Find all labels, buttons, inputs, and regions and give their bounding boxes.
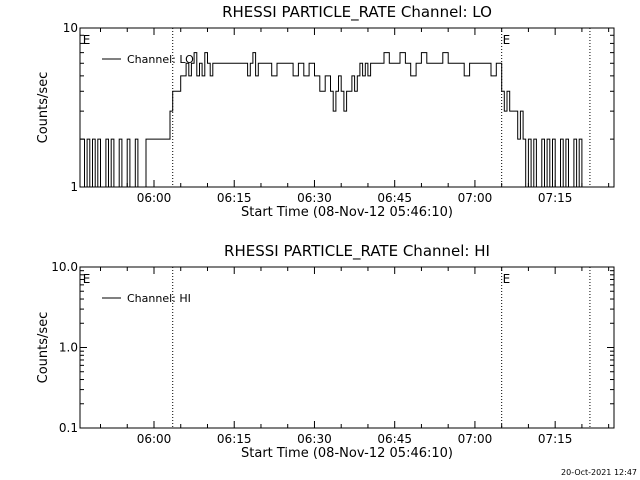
x-tick-label: 06:00	[137, 191, 172, 205]
chart-panel-2: RHESSI PARTICLE_RATE Channel: HI Start Ti…	[36, 242, 615, 461]
y-tick-label: 1.0	[59, 341, 78, 355]
x-tick-label: 07:15	[538, 432, 573, 446]
x-tick-label: 06:30	[297, 191, 332, 205]
y-tick-label: 10.0	[51, 260, 78, 274]
chart-panel-1: RHESSI PARTICLE_RATE Channel: LO Start Ti…	[36, 3, 615, 220]
x-axis-label: Start Time (08-Nov-12 05:46:10)	[241, 446, 453, 461]
chart-title: RHESSI PARTICLE_RATE Channel: HI	[224, 242, 490, 261]
chart-title: RHESSI PARTICLE_RATE Channel: LO	[222, 3, 492, 22]
x-tick-label: 06:30	[297, 432, 332, 446]
event-marker: E	[503, 33, 511, 47]
x-tick-label: 06:15	[217, 191, 252, 205]
y-tick-label: 0.1	[59, 421, 78, 435]
x-tick-label: 06:45	[377, 432, 412, 446]
x-tick-label: 06:45	[377, 191, 412, 205]
x-tick-label: 06:00	[137, 432, 172, 446]
x-tick-label: 07:00	[458, 432, 493, 446]
legend-label: Channel: HI	[127, 292, 191, 305]
plot-timestamp: 20-Oct-2021 12:47	[561, 468, 637, 477]
event-marker: E	[83, 272, 91, 286]
x-tick-label: 07:00	[458, 191, 493, 205]
plot-frame	[79, 27, 615, 188]
event-marker: E	[503, 272, 511, 286]
series-line-1	[80, 52, 584, 188]
y-tick-label: 1	[70, 180, 78, 194]
y-axis-label: Counts/sec	[36, 312, 51, 384]
x-axis-label: Start Time (08-Nov-12 05:46:10)	[241, 205, 453, 220]
y-tick-label: 10	[63, 21, 78, 35]
legend-label: Channel: LO	[127, 53, 194, 66]
x-tick-label: 06:15	[217, 432, 252, 446]
y-axis-label: Counts/sec	[36, 72, 51, 144]
x-tick-label: 07:15	[538, 191, 573, 205]
event-marker: E	[83, 33, 91, 47]
